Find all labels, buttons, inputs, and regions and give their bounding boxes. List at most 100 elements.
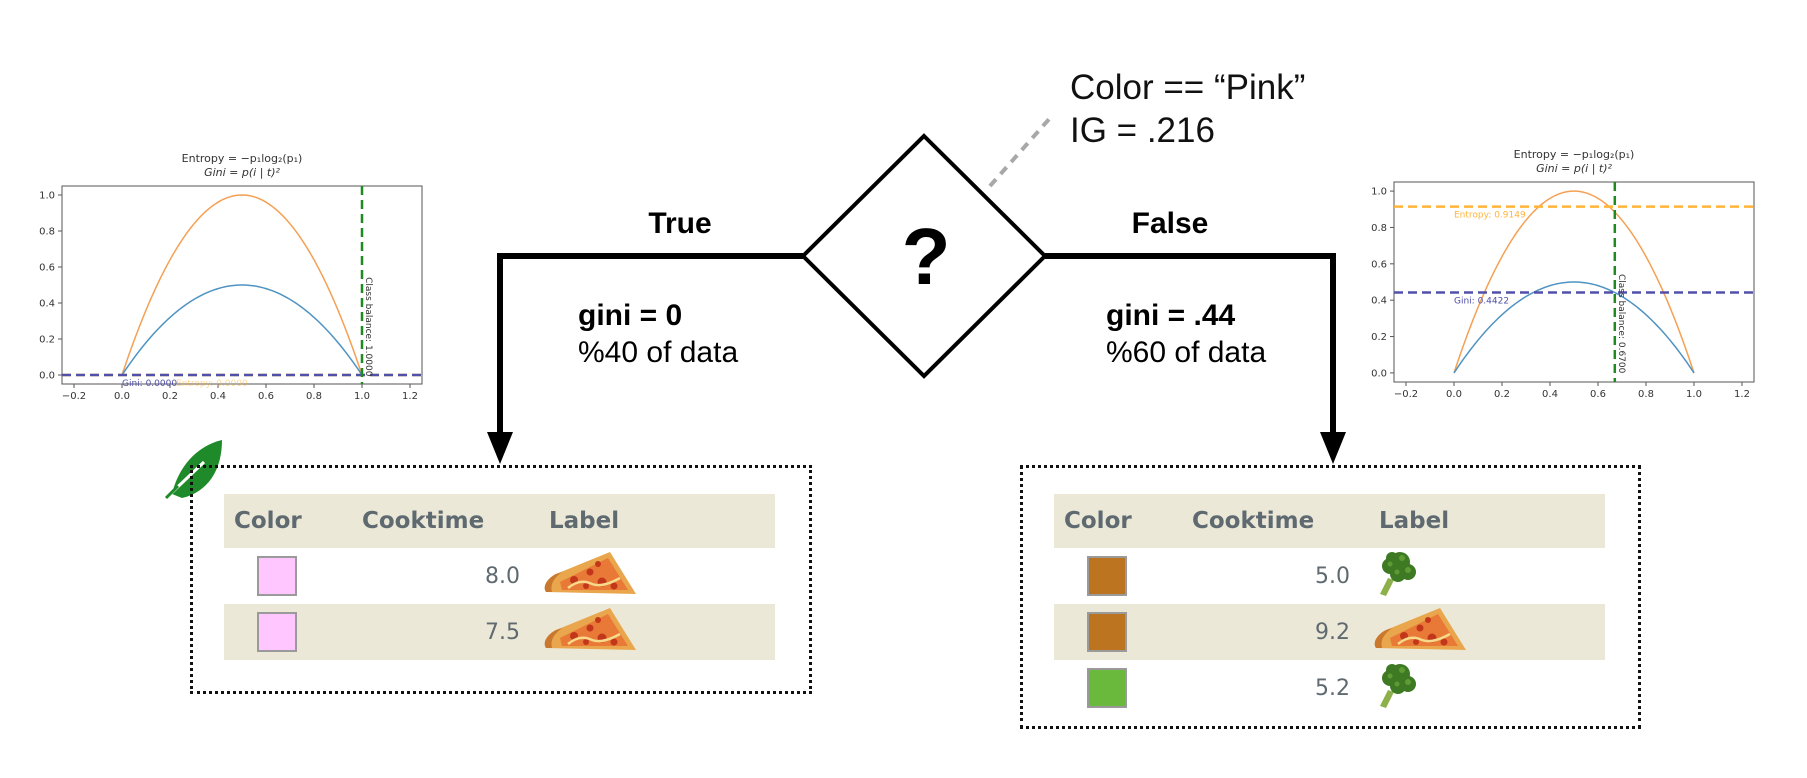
label-cell xyxy=(1368,604,1605,660)
y-tick-label: 0.2 xyxy=(1371,332,1387,343)
label-cell xyxy=(538,548,775,604)
split-info-gain: IG = .216 xyxy=(1070,111,1215,150)
entropy-curve xyxy=(121,194,363,376)
broccoli-icon xyxy=(1380,664,1416,708)
y-tick-label: 0.0 xyxy=(39,371,55,382)
color-swatch xyxy=(257,612,297,652)
label-cell xyxy=(1368,548,1605,604)
x-tick-label: 0.6 xyxy=(258,391,274,402)
color-cell xyxy=(1054,660,1192,716)
entropy-value-label: Entropy: 0.9149 xyxy=(1454,211,1526,221)
x-tick-label: 0.6 xyxy=(1590,389,1606,400)
y-tick-label: 0.6 xyxy=(39,263,55,274)
gini-value-label: Gini: 0.0000 xyxy=(122,379,177,389)
true-branch-line xyxy=(497,253,803,432)
chart-subtitle: Gini = p(i | t)² xyxy=(1536,162,1612,175)
x-tick-label: 0.0 xyxy=(114,391,130,402)
color-swatch xyxy=(1087,668,1127,708)
color-cell xyxy=(1054,548,1192,604)
x-tick-label: 0.4 xyxy=(210,391,226,402)
x-tick-label: 0.4 xyxy=(1542,389,1558,400)
left-data-table: Color Cooktime Label 8.0 7.5 xyxy=(224,494,775,660)
left-leaf-box xyxy=(190,465,812,694)
y-tick-label: 0.8 xyxy=(1371,223,1387,234)
right-data-table: Color Cooktime Label 5.0 9.2 5.2 xyxy=(1054,494,1605,716)
label-cell xyxy=(538,604,775,660)
x-tick-label: 1.2 xyxy=(1734,389,1750,400)
color-cell xyxy=(224,604,362,660)
x-tick-label: 1.0 xyxy=(354,391,370,402)
y-tick-label: 0.6 xyxy=(1371,259,1387,270)
pizza-icon xyxy=(544,608,636,650)
y-tick-label: 0.4 xyxy=(39,299,55,310)
entropy-curve xyxy=(1453,190,1695,374)
color-swatch xyxy=(257,556,297,596)
entropy-gini-chart-right: Entropy = −p₁log₂(p₁)Gini = p(i | t)² −0.… xyxy=(1371,148,1755,400)
chart-title: Entropy = −p₁log₂(p₁) xyxy=(182,152,303,165)
entropy-value-label: Entropy: 0.0000 xyxy=(176,379,248,389)
color-swatch xyxy=(1087,612,1127,652)
x-tick-label: 0.8 xyxy=(1638,389,1654,400)
table-row: 5.0 xyxy=(1054,548,1605,604)
entropy-gini-chart-left: Entropy = −p₁log₂(p₁)Gini = p(i | t)² −0.… xyxy=(39,152,423,402)
pizza-icon xyxy=(544,552,636,594)
cooktime-cell: 5.0 xyxy=(1315,563,1350,589)
x-tick-label: 0.2 xyxy=(162,391,178,402)
y-tick-label: 0.0 xyxy=(1371,368,1387,379)
false-branch-label: False xyxy=(1132,207,1209,240)
true-branch-label: True xyxy=(648,207,711,240)
false-branch-gini: gini = .44 xyxy=(1106,299,1236,332)
table-row: 9.2 xyxy=(1054,604,1605,660)
column-header-cooktime: Cooktime xyxy=(362,494,538,548)
pizza-icon xyxy=(1374,608,1466,650)
leaf-icon xyxy=(164,440,222,500)
decision-node xyxy=(800,133,1048,379)
cooktime-cell: 9.2 xyxy=(1192,604,1368,660)
false-branch-share: %60 of data xyxy=(1106,336,1266,369)
true-branch-arrowhead xyxy=(487,432,513,464)
x-tick-label: 1.0 xyxy=(1686,389,1702,400)
x-tick-label: −0.2 xyxy=(62,391,86,402)
split-label-connector xyxy=(988,116,1052,188)
class-balance-label: Class balance: 1.0000 xyxy=(363,277,373,377)
column-header-color: Color xyxy=(1054,494,1192,548)
x-tick-label: 0.8 xyxy=(306,391,322,402)
y-tick-label: 1.0 xyxy=(39,191,55,202)
true-branch-share: %40 of data xyxy=(578,336,738,369)
right-node-box xyxy=(1020,465,1641,729)
color-swatch xyxy=(1087,556,1127,596)
x-tick-label: 0.0 xyxy=(1446,389,1462,400)
gini-value-label: Gini: 0.4422 xyxy=(1454,297,1509,307)
chart-title: Entropy = −p₁log₂(p₁) xyxy=(1514,148,1635,161)
x-tick-label: −0.2 xyxy=(1394,389,1418,400)
gini-curve xyxy=(121,284,363,376)
decision-symbol: ? xyxy=(902,212,951,301)
class-balance-label: Class balance: 0.6700 xyxy=(1616,274,1626,374)
y-tick-label: 0.4 xyxy=(1371,296,1387,307)
chart-subtitle: Gini = p(i | t)² xyxy=(204,166,280,179)
cooktime-cell: 8.0 xyxy=(485,563,520,589)
table-row: 8.0 xyxy=(224,548,775,604)
column-header-cooktime: Cooktime xyxy=(1192,494,1368,548)
true-branch-gini: gini = 0 xyxy=(578,299,682,332)
x-tick-label: 0.2 xyxy=(1494,389,1510,400)
split-condition: Color == “Pink” xyxy=(1070,68,1305,107)
false-branch-line xyxy=(1045,253,1336,432)
cooktime-cell: 7.5 xyxy=(362,604,538,660)
gini-curve xyxy=(1453,281,1695,374)
column-header-label: Label xyxy=(1368,494,1605,548)
y-tick-label: 1.0 xyxy=(1371,187,1387,198)
y-tick-label: 0.8 xyxy=(39,227,55,238)
cooktime-cell: 5.2 xyxy=(1315,675,1350,701)
plot-frame xyxy=(61,185,423,385)
table-row: 7.5 xyxy=(224,604,775,660)
broccoli-icon xyxy=(1380,552,1416,596)
color-cell xyxy=(1054,604,1192,660)
y-tick-label: 0.2 xyxy=(39,335,55,346)
column-header-label: Label xyxy=(538,494,775,548)
color-cell xyxy=(224,548,362,604)
label-cell xyxy=(1368,660,1605,716)
x-tick-label: 1.2 xyxy=(402,391,418,402)
column-header-color: Color xyxy=(224,494,362,548)
table-row: 5.2 xyxy=(1054,660,1605,716)
